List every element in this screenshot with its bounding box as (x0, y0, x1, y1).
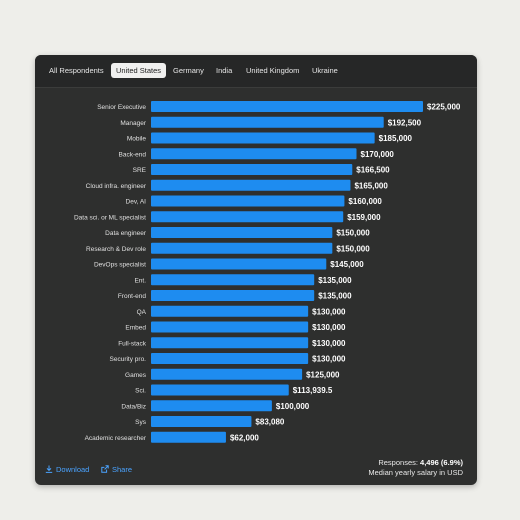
bar[interactable] (151, 353, 309, 364)
category-label: Data engineer (105, 230, 147, 237)
category-label: Back-end (119, 151, 147, 158)
category-label: Embed (125, 325, 146, 332)
bar-value-label: $150,000 (336, 229, 370, 238)
category-label: Academic researcher (85, 435, 147, 442)
bar[interactable] (151, 101, 423, 112)
tab-germany[interactable]: Germany (173, 66, 204, 75)
category-label: Data sci. or ML specialist (74, 214, 146, 221)
category-label: Games (125, 372, 147, 379)
bar[interactable] (151, 227, 333, 238)
bar[interactable] (151, 164, 353, 175)
bar-value-label: $165,000 (354, 181, 388, 190)
bar[interactable] (151, 416, 252, 427)
bar-value-label: $130,000 (312, 323, 346, 332)
category-label: SRE (133, 167, 147, 174)
share-icon (101, 465, 109, 473)
bar[interactable] (151, 337, 309, 349)
category-label: QA (137, 309, 147, 316)
bar[interactable] (151, 211, 344, 223)
share-label: Share (112, 465, 133, 474)
bar-value-label: $125,000 (306, 370, 340, 379)
bar-value-label: $166,500 (356, 166, 390, 175)
category-label: Front-end (118, 293, 147, 300)
responses-summary: Responses: 4,496 (6.9%) Median yearly sa… (368, 458, 463, 478)
category-label: Sys (135, 419, 147, 426)
bar-value-label: $130,000 (312, 339, 346, 348)
tab-united-kingdom[interactable]: United Kingdom (246, 66, 300, 75)
chart-caption: Median yearly salary in USD (368, 468, 463, 477)
bar-value-label: $225,000 (427, 103, 461, 112)
download-link[interactable]: Download (45, 465, 89, 474)
bar-value-label: $150,000 (336, 244, 370, 253)
tab-india[interactable]: India (216, 66, 233, 75)
tab-ukraine[interactable]: Ukraine (312, 66, 338, 75)
bar[interactable] (151, 368, 303, 380)
bar-value-label: $130,000 (312, 307, 346, 316)
bar-value-label: $145,000 (330, 260, 364, 269)
bar-value-label: $185,000 (379, 134, 413, 143)
bar-value-label: $113,939.5 (293, 386, 333, 395)
country-tabs: All Respondents United States Germany In… (35, 55, 477, 88)
bar-value-label: $159,000 (347, 213, 381, 222)
category-label: Full-stack (118, 340, 147, 347)
bar-value-label: $62,000 (230, 433, 259, 442)
bar[interactable] (151, 431, 226, 443)
bar-value-label: $170,000 (361, 150, 395, 159)
category-label: Cloud infra. engineer (86, 183, 147, 190)
salary-chart-card: All Respondents United States Germany In… (35, 55, 477, 485)
category-label: Senior Executive (97, 104, 146, 111)
bar[interactable] (151, 195, 345, 207)
bar-value-label: $160,000 (348, 197, 382, 206)
category-label: Data/Biz (121, 403, 146, 410)
bar-value-label: $135,000 (318, 292, 352, 301)
bar[interactable] (151, 148, 357, 160)
bar-value-label: $130,000 (312, 355, 346, 364)
bar[interactable] (151, 116, 384, 128)
tab-all-respondents[interactable]: All Respondents (49, 66, 104, 75)
responses-value: 4,496 (6.9%) (420, 458, 463, 467)
bar[interactable] (151, 179, 351, 191)
bar-value-label: $100,000 (276, 402, 310, 411)
category-label: Sci. (135, 388, 146, 395)
responses-line: Responses: 4,496 (6.9%) (368, 458, 463, 468)
tab-united-states[interactable]: United States (111, 63, 167, 78)
download-icon (45, 465, 53, 473)
share-link[interactable]: Share (101, 465, 132, 474)
bar[interactable] (151, 384, 289, 396)
salary-bar-chart: Senior Executive $225,000 Manager $192,500 M… (74, 101, 461, 443)
download-label: Download (56, 465, 90, 474)
bar[interactable] (151, 290, 315, 301)
bar[interactable] (151, 132, 375, 144)
category-label: Ent. (134, 277, 146, 284)
bar-value-label: $192,500 (388, 118, 422, 127)
bar-value-label: $83,080 (255, 418, 284, 427)
category-label: Security pro. (110, 356, 147, 363)
category-label: Manager (120, 120, 146, 127)
bar[interactable] (151, 274, 315, 286)
bar[interactable] (151, 242, 333, 254)
bar[interactable] (151, 258, 327, 270)
bar[interactable] (151, 400, 272, 412)
bar-value-label: $135,000 (318, 276, 352, 285)
category-label: Research & Dev role (86, 246, 146, 253)
bar[interactable] (151, 305, 309, 317)
category-label: Dev, AI (126, 199, 147, 206)
category-label: DevOps specialist (94, 262, 146, 269)
responses-prefix: Responses: (378, 458, 418, 467)
category-label: Mobile (127, 136, 147, 143)
bar[interactable] (151, 321, 309, 333)
